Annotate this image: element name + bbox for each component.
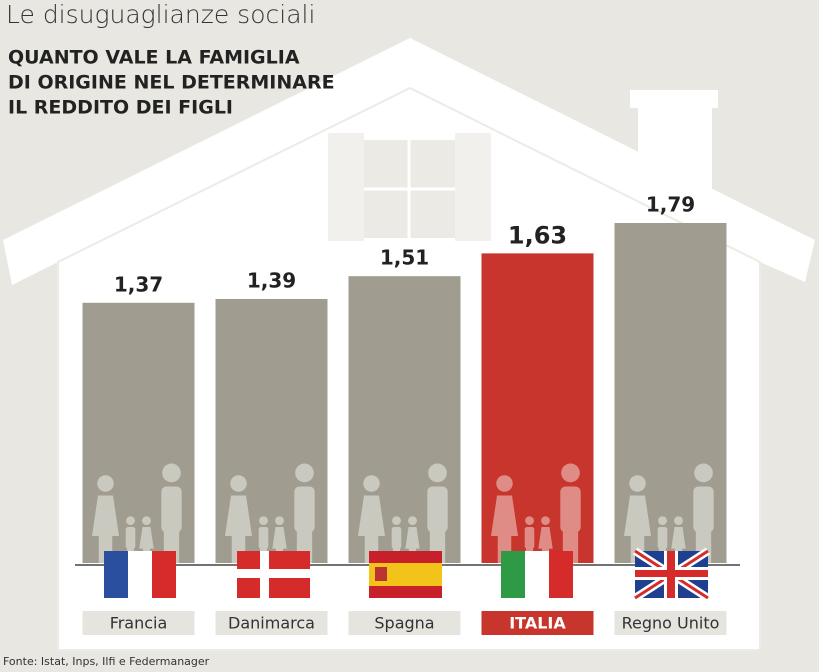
category-label: Danimarca xyxy=(228,614,315,633)
body xyxy=(161,486,182,533)
head xyxy=(97,475,114,492)
category-box xyxy=(215,611,328,635)
body xyxy=(491,495,518,536)
body xyxy=(139,527,154,549)
head xyxy=(496,475,513,492)
head xyxy=(392,516,401,525)
head xyxy=(629,475,646,492)
head xyxy=(541,516,550,525)
head xyxy=(162,463,181,483)
chart-title: Le disuguaglianze sociali xyxy=(6,0,315,29)
subtitle: DI ORIGINE NEL DETERMINARE xyxy=(8,72,335,94)
value-label: 1,79 xyxy=(646,193,695,217)
category-box xyxy=(481,611,594,635)
body xyxy=(92,495,119,536)
value-label: 1,63 xyxy=(508,221,567,249)
head xyxy=(142,516,151,525)
head xyxy=(126,516,135,525)
head xyxy=(275,516,284,525)
subtitle: IL REDDITO DEI FIGLI xyxy=(8,97,233,119)
category-label: ITALIA xyxy=(509,614,566,633)
head xyxy=(674,516,683,525)
body xyxy=(405,527,420,549)
category-label: Francia xyxy=(110,614,168,633)
head xyxy=(561,463,580,483)
subtitle: QUANTO VALE LA FAMIGLIA xyxy=(8,47,300,69)
body xyxy=(258,527,269,549)
body xyxy=(693,486,714,533)
body xyxy=(560,486,581,533)
head xyxy=(295,463,314,483)
category-box xyxy=(614,611,727,635)
source: Fonte: Istat, Inps, Ilfi e Federmanager xyxy=(3,655,210,668)
body xyxy=(624,495,651,536)
value-label: 1,51 xyxy=(380,246,429,270)
body xyxy=(125,527,136,549)
category-label: Regno Unito xyxy=(622,614,720,633)
body xyxy=(225,495,252,536)
head xyxy=(259,516,268,525)
value-label: 1,39 xyxy=(247,268,296,292)
body xyxy=(427,486,448,533)
window xyxy=(328,133,491,241)
body xyxy=(538,527,553,549)
category-box xyxy=(82,611,195,635)
head xyxy=(230,475,247,492)
body xyxy=(524,527,535,549)
head xyxy=(428,463,447,483)
head xyxy=(658,516,667,525)
value-label: 1,37 xyxy=(114,272,163,296)
body xyxy=(272,527,287,549)
category-box xyxy=(348,611,461,635)
flags xyxy=(104,547,711,602)
body xyxy=(358,495,385,536)
head xyxy=(525,516,534,525)
body xyxy=(391,527,402,549)
chimney-cap xyxy=(630,90,718,108)
body xyxy=(671,527,686,549)
category-label: Spagna xyxy=(374,614,434,633)
head xyxy=(694,463,713,483)
head xyxy=(408,516,417,525)
body xyxy=(294,486,315,533)
body xyxy=(657,527,668,549)
head xyxy=(363,475,380,492)
